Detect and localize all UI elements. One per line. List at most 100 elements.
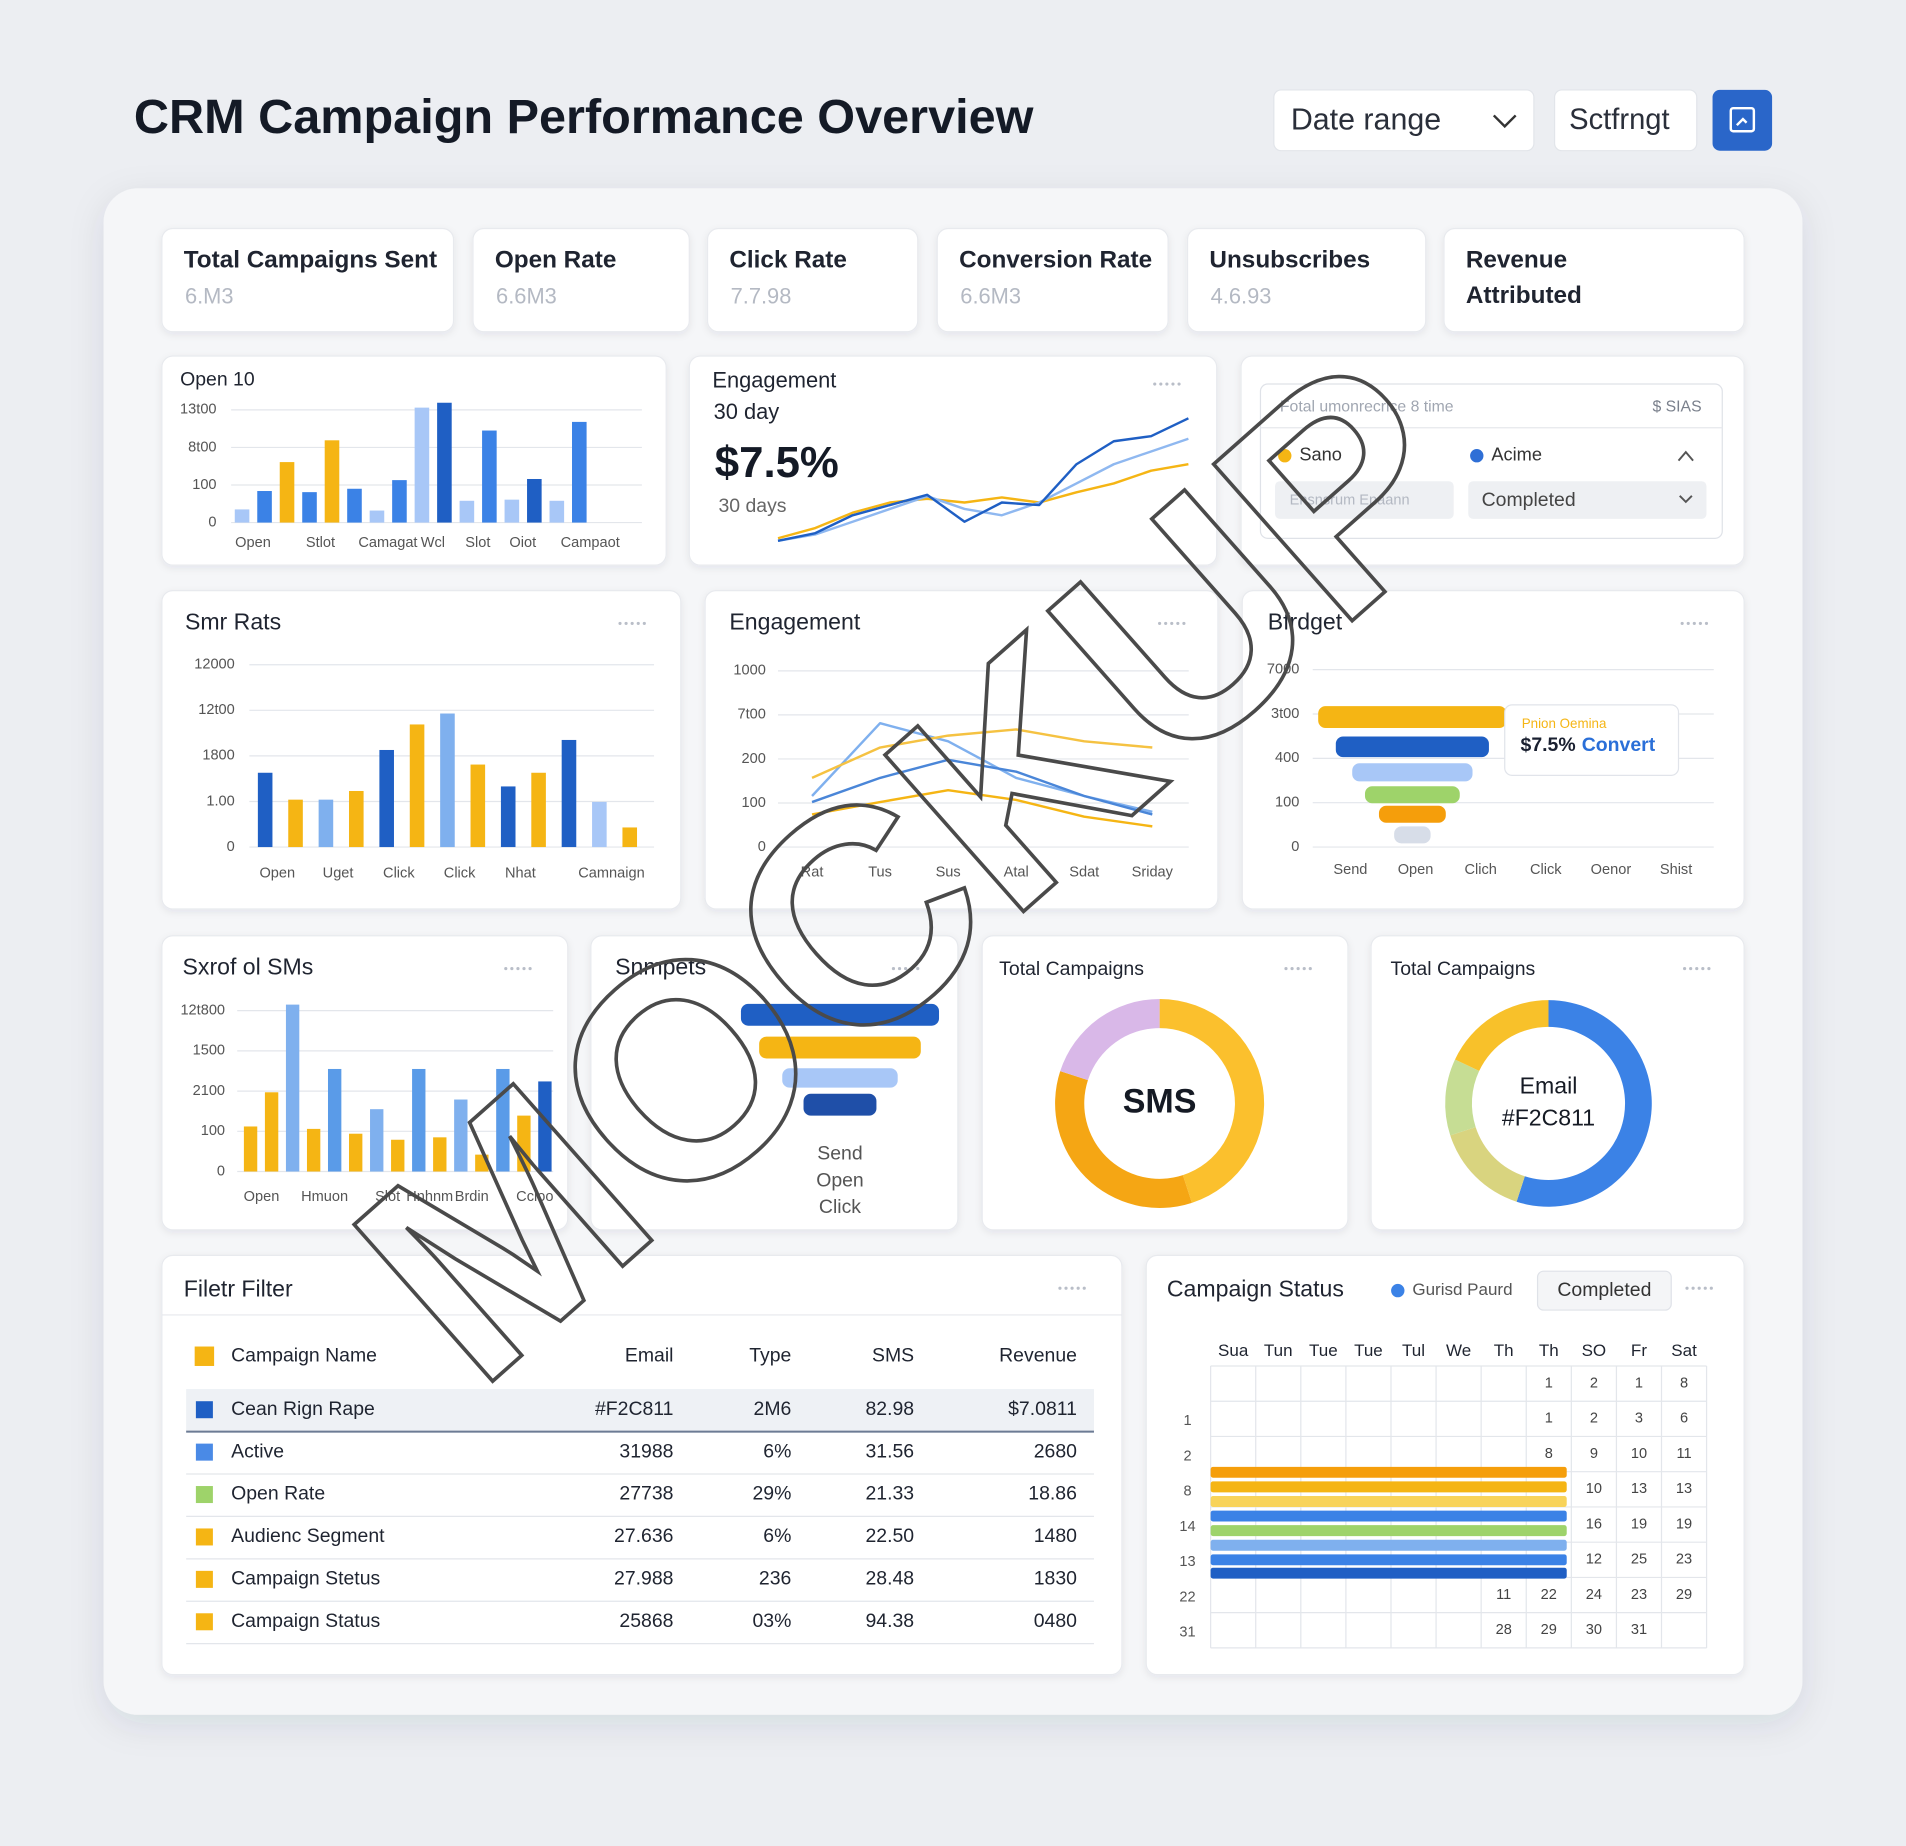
menu-dot: [1692, 621, 1696, 626]
bar: [257, 772, 273, 848]
schedule-bar: [1210, 1567, 1567, 1579]
menu-dot: [1689, 966, 1693, 971]
table-cell: 27738: [619, 1483, 673, 1505]
page-title: CRM Campaign Performance Overview: [134, 90, 1034, 144]
bar: [391, 1139, 405, 1172]
settings-label: Sctfrngt: [1569, 104, 1669, 136]
y-tick-label: 13t00: [180, 402, 216, 418]
x-tick-label: Camnaign: [578, 866, 644, 882]
row-swatch: [195, 1570, 213, 1588]
bar: [347, 488, 362, 523]
menu-dot: [1703, 1286, 1707, 1290]
menu-dot: [510, 966, 514, 971]
table-cell: 0480: [1034, 1610, 1077, 1632]
day-number: 11: [1676, 1446, 1691, 1462]
menu-dot: [516, 966, 520, 971]
x-tick-label: Ccioo: [516, 1189, 553, 1205]
y-tick-label: 12t800: [180, 1002, 225, 1018]
table-card: [161, 1254, 1123, 1676]
schedule-bar: [1210, 1539, 1567, 1551]
table-cell: 18.86: [1028, 1483, 1077, 1505]
y-tick-label: 400: [1275, 750, 1299, 766]
x-tick-label: Shist: [1660, 862, 1692, 878]
menu-dot: [1158, 621, 1162, 626]
bar: [414, 407, 430, 523]
day-header: Th: [1494, 1341, 1514, 1360]
y-tick-label: 12t00: [198, 702, 234, 718]
filter-input[interactable]: [1275, 481, 1454, 519]
y-tick-label: 8t00: [188, 439, 216, 455]
kpi-card: [472, 227, 690, 333]
bar: [459, 500, 475, 523]
y-tick-label: 100: [192, 477, 216, 493]
bar: [306, 1128, 321, 1172]
x-tick-label: Oiot: [509, 535, 536, 551]
y-tick-label: 100: [742, 795, 766, 811]
legend-swatch: [194, 1346, 215, 1366]
funnel-stage: [1352, 763, 1473, 782]
x-tick-label: Sriday: [1132, 864, 1174, 880]
y-tick-label: 0: [208, 514, 216, 530]
kpi-card: [161, 227, 455, 333]
x-tick-label: Sus: [936, 864, 961, 880]
menu-dot: [1701, 966, 1705, 971]
menu-dot: [916, 966, 920, 971]
kpi-card: [936, 227, 1169, 333]
line-series: [811, 728, 1153, 780]
x-tick-label: Wcl: [421, 535, 445, 551]
column-header: Revenue: [999, 1344, 1077, 1366]
bar: [482, 430, 497, 523]
bar: [349, 790, 364, 848]
day-number: 31: [1631, 1622, 1647, 1638]
settings-button[interactable]: [1553, 89, 1698, 152]
menu-dot: [1159, 382, 1163, 386]
table-cell: 03%: [752, 1610, 791, 1632]
status-select[interactable]: [1468, 481, 1707, 519]
bar: [549, 500, 565, 523]
table-cell: 6%: [763, 1525, 791, 1547]
calendar-title: Campaign Status: [1167, 1276, 1344, 1302]
column-header: SMS: [872, 1344, 914, 1366]
menu-dot: [1308, 966, 1312, 971]
menu-dot: [1691, 1286, 1695, 1290]
kpi-value: 6.M3: [185, 284, 234, 309]
table-cell: 22.50: [865, 1525, 914, 1547]
bar: [409, 724, 425, 848]
row-swatch: [195, 1401, 213, 1419]
day-number: 13: [1631, 1481, 1647, 1497]
day-header: Tun: [1264, 1341, 1293, 1360]
x-tick-label: Click: [444, 866, 476, 882]
chart-title: Bfrdget: [1268, 609, 1343, 635]
menu-dot: [522, 966, 526, 971]
menu-dot: [1683, 966, 1687, 971]
day-number: 28: [1496, 1622, 1512, 1638]
menu-dot: [1170, 621, 1174, 626]
option-dot[interactable]: [1470, 449, 1484, 463]
x-tick-label: Campaot: [561, 535, 620, 551]
y-tick-label: 0: [217, 1163, 225, 1179]
day-header: Tul: [1402, 1341, 1425, 1360]
option-dot[interactable]: [1278, 449, 1292, 463]
bar: [572, 421, 587, 523]
day-number: 29: [1676, 1587, 1692, 1603]
filter-title: Fotal umonrecrice 8 time: [1280, 398, 1454, 415]
menu-dot: [1076, 1286, 1080, 1290]
bar: [538, 1081, 552, 1172]
row-label: 1: [1183, 1413, 1191, 1429]
y-tick-label: 0: [227, 839, 235, 855]
menu-dot: [1064, 1286, 1068, 1290]
donut-center-label: Email: [1520, 1072, 1578, 1098]
table-cell: Audienc Segment: [231, 1525, 385, 1547]
completed-button[interactable]: [1536, 1270, 1672, 1311]
table-title: Filetr Filter: [184, 1276, 293, 1302]
chevron-icon: [1679, 495, 1693, 504]
day-number: 8: [1545, 1446, 1553, 1462]
date-range-button[interactable]: [1273, 89, 1535, 152]
menu-dot: [1182, 621, 1186, 626]
menu-dot: [1680, 621, 1684, 626]
y-tick-label: 1800: [202, 748, 234, 764]
kpi-card: [1186, 227, 1427, 333]
menu-dot: [904, 966, 908, 971]
kpi-value: 7.7.98: [731, 284, 792, 309]
donut-segment: [1055, 1071, 1192, 1208]
